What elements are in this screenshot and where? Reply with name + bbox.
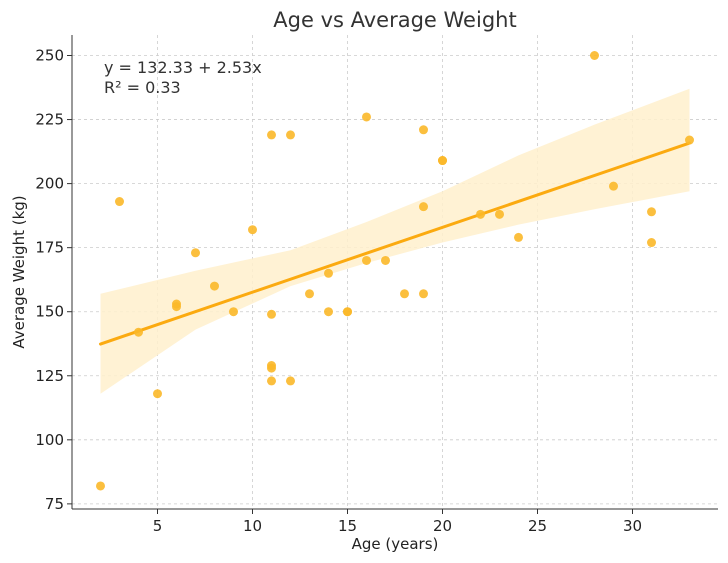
y-tick-label: 75: [45, 495, 64, 513]
data-point: [191, 248, 200, 258]
x-tick-label: 20: [433, 517, 452, 535]
data-point: [267, 363, 276, 373]
y-ticks: 75 100 125 150 175 200 225 250: [35, 46, 72, 513]
data-points: [96, 50, 694, 491]
data-point: [647, 207, 656, 217]
x-tick-label: 25: [528, 517, 547, 535]
data-point: [267, 376, 276, 386]
data-point: [286, 130, 295, 140]
data-point: [400, 289, 409, 299]
grid: [72, 35, 718, 509]
data-point: [134, 327, 143, 337]
data-point: [514, 232, 523, 242]
data-point: [438, 156, 447, 166]
y-tick-label: 225: [35, 111, 64, 129]
y-tick-label: 125: [35, 367, 64, 385]
x-tick-label: 30: [623, 517, 642, 535]
regression-line-group: [99, 141, 691, 346]
regression-equation: y = 132.33 + 2.53x: [104, 58, 262, 77]
data-point: [362, 112, 371, 122]
confidence-band-area: [100, 88, 690, 394]
data-point: [647, 238, 656, 248]
y-tick-label: 250: [35, 46, 64, 64]
data-point: [115, 197, 124, 207]
data-point: [324, 268, 333, 278]
chart-title: Age vs Average Weight: [273, 8, 516, 32]
data-point: [305, 289, 314, 299]
confidence-band: [100, 88, 690, 394]
data-point: [210, 281, 219, 291]
y-tick-label: 175: [35, 239, 64, 257]
data-point: [96, 481, 105, 491]
data-point: [267, 130, 276, 140]
y-tick-label: 150: [35, 303, 64, 321]
x-tick-label: 15: [338, 517, 357, 535]
data-point: [229, 307, 238, 317]
regression-line: [99, 141, 691, 346]
data-point: [419, 125, 428, 135]
data-point: [590, 50, 599, 60]
data-point: [419, 289, 428, 299]
data-point: [267, 309, 276, 319]
data-point: [153, 389, 162, 399]
data-point: [343, 307, 352, 317]
y-tick-label: 200: [35, 175, 64, 193]
data-point: [419, 202, 428, 212]
x-tick-label: 10: [243, 517, 262, 535]
data-point: [172, 302, 181, 312]
data-point: [609, 181, 618, 191]
r-squared-label: R² = 0.33: [104, 78, 181, 97]
x-axis-label: Age (years): [352, 535, 439, 553]
data-point: [495, 209, 504, 219]
y-tick-label: 100: [35, 431, 64, 449]
data-point: [286, 376, 295, 386]
data-point: [362, 255, 371, 265]
data-point: [248, 225, 257, 235]
data-point: [476, 209, 485, 219]
x-ticks: 5 10 15 20 25 30: [153, 509, 642, 535]
data-point: [324, 307, 333, 317]
y-axis-label: Average Weight (kg): [10, 195, 28, 348]
x-tick-label: 5: [153, 517, 163, 535]
data-point: [381, 255, 390, 265]
data-point: [685, 135, 694, 145]
